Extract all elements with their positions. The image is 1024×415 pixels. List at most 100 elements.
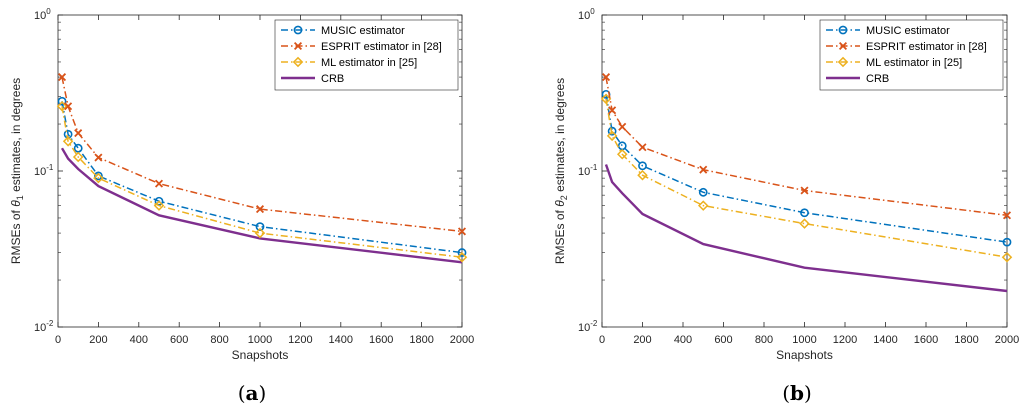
x-tick-label: 0 xyxy=(599,334,605,346)
series-line xyxy=(61,106,463,258)
legend-label: ML estimator in [25] xyxy=(866,57,962,69)
data-point-diamond xyxy=(606,130,618,142)
legend-entry: ESPRIT estimator in [28] xyxy=(281,41,442,53)
legend-label: CRB xyxy=(866,73,889,85)
y-tick-label: 10-2 xyxy=(578,319,598,334)
legend-label: ESPRIT estimator in [28] xyxy=(866,41,987,53)
y-label-suffix: estimates, in degrees xyxy=(9,78,23,195)
y-tick-label: 10-1 xyxy=(34,163,54,178)
legend-entry: ML estimator in [25] xyxy=(281,56,417,69)
series-esprit-estimator-in-28 xyxy=(58,73,467,236)
y-label-suffix: estimates, in degrees xyxy=(553,78,567,195)
panel-paren-open: ( xyxy=(782,381,790,405)
legend: MUSIC estimator ESPRIT estimator in [28] M… xyxy=(819,19,1004,91)
series-line xyxy=(605,98,1008,258)
data-point-diamond xyxy=(153,200,165,211)
data-point-x xyxy=(838,41,848,51)
data-point-diamond xyxy=(62,136,74,147)
data-point-circle xyxy=(607,126,617,136)
data-point-circle xyxy=(57,96,67,106)
y-tick-base: 10 xyxy=(578,10,590,22)
y-tick-base: 10 xyxy=(34,166,46,178)
panel-paren-close: ) xyxy=(258,381,266,405)
legend-entry: MUSIC estimator xyxy=(826,25,950,37)
panel-letter: b xyxy=(790,381,804,405)
series-line xyxy=(605,94,1008,243)
data-point-x xyxy=(699,165,708,174)
y-tick-exponent: 0 xyxy=(590,7,595,16)
x-tick-label: 1200 xyxy=(288,334,312,346)
x-tick-label: 800 xyxy=(755,334,773,346)
data-point-diamond xyxy=(456,251,468,263)
data-point-diamond xyxy=(600,93,612,105)
x-tick-label: 600 xyxy=(714,334,732,346)
data-point-diamond xyxy=(697,200,709,211)
y-axis-label: RMSEs of θ2 estimates, in degrees xyxy=(553,78,569,264)
legend-entry: ESPRIT estimator in [28] xyxy=(826,41,987,53)
legend-label: MUSIC estimator xyxy=(866,25,950,37)
y-tick-base: 10 xyxy=(34,322,46,334)
y-label-prefix: RMSEs of xyxy=(9,207,23,264)
x-tick-label: 2000 xyxy=(995,334,1019,346)
x-axis-label: Snapshots xyxy=(232,348,289,362)
x-tick-label: 200 xyxy=(633,334,651,346)
panel-label: (a) xyxy=(238,381,267,405)
data-point-circle xyxy=(1002,237,1012,247)
series-esprit-estimator-in-28 xyxy=(602,73,1012,220)
series-line xyxy=(604,164,1008,293)
x-tick-label: 2000 xyxy=(450,334,474,346)
legend-entry: CRB xyxy=(826,73,889,85)
x-tick-label: 1800 xyxy=(409,334,433,346)
panel-paren-close: ) xyxy=(804,381,812,405)
data-point-x xyxy=(1002,211,1012,220)
legend-label: ESPRIT estimator in [28] xyxy=(321,41,442,53)
y-tick-exponent: 0 xyxy=(46,7,51,16)
data-point-circle xyxy=(457,248,467,257)
series-line xyxy=(61,101,463,254)
x-tick-label: 0 xyxy=(55,334,61,346)
series-crb xyxy=(604,164,1008,293)
legend-entry: CRB xyxy=(281,73,344,85)
x-tick-label: 800 xyxy=(210,334,228,346)
data-point-x xyxy=(800,186,809,195)
panel-label: (b) xyxy=(782,381,812,405)
legend-label: MUSIC estimator xyxy=(321,25,405,37)
data-point-diamond xyxy=(837,56,849,68)
data-point-x xyxy=(293,41,303,51)
data-point-diamond xyxy=(93,172,104,184)
y-tick-label: 100 xyxy=(578,7,595,22)
data-point-circle xyxy=(255,222,265,232)
data-point-diamond xyxy=(56,101,68,112)
y-tick-exponent: -1 xyxy=(590,163,598,172)
series-ml-estimator-in-25 xyxy=(56,101,468,263)
y-axis-label: RMSEs of θ1 estimates, in degrees xyxy=(9,78,25,264)
x-tick-label: 1000 xyxy=(792,334,816,346)
x-tick-label: 1000 xyxy=(248,334,272,346)
y-tick-exponent: -2 xyxy=(46,319,54,328)
y-tick-base: 10 xyxy=(34,10,46,22)
data-point-circle xyxy=(800,208,809,218)
data-point-circle xyxy=(698,187,708,197)
series-music-estimator xyxy=(601,89,1012,247)
x-tick-label: 1400 xyxy=(329,334,353,346)
x-tick-label: 1200 xyxy=(833,334,857,346)
data-point-diamond xyxy=(1001,251,1013,263)
y-label-symbol: θ xyxy=(9,200,23,207)
x-tick-label: 1400 xyxy=(873,334,897,346)
data-point-circle xyxy=(94,171,103,181)
data-point-x xyxy=(618,122,627,131)
x-tick-label: 200 xyxy=(89,334,107,346)
y-tick-label: 100 xyxy=(34,7,51,22)
data-point-diamond xyxy=(616,149,628,160)
legend-label: ML estimator in [25] xyxy=(321,57,417,69)
series-line xyxy=(60,147,463,264)
data-point-x xyxy=(74,129,83,138)
y-label-symbol: θ xyxy=(553,200,567,207)
data-point-x xyxy=(154,179,164,188)
data-point-diamond xyxy=(292,56,304,68)
data-point-x xyxy=(608,106,617,115)
y-tick-label: 10-2 xyxy=(34,319,54,334)
x-tick-label: 1800 xyxy=(954,334,978,346)
